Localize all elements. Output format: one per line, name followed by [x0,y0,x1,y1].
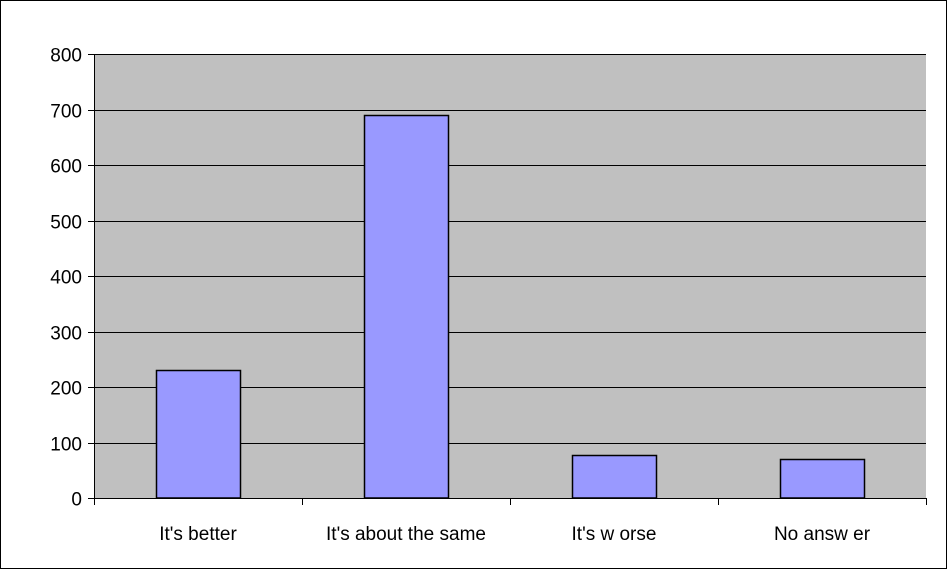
y-tick-label: 500 [50,213,82,234]
y-tick-label: 0 [71,490,82,511]
y-tick-label: 400 [50,268,82,289]
x-tick-label: It's about the same [326,524,486,545]
bar [155,369,242,499]
y-tick-label: 700 [50,102,82,123]
y-tick-label: 600 [50,157,82,178]
bar [363,114,450,499]
x-tick-label: It's w orse [572,524,657,545]
bar [779,458,866,499]
x-tick-label: It's better [159,524,237,545]
y-tick-label: 200 [50,379,82,400]
y-tick-label: 100 [50,435,82,456]
bar [571,454,658,499]
y-tick-label: 800 [50,46,82,67]
x-tick-label: No answ er [774,524,871,545]
y-tick-label: 300 [50,324,82,345]
